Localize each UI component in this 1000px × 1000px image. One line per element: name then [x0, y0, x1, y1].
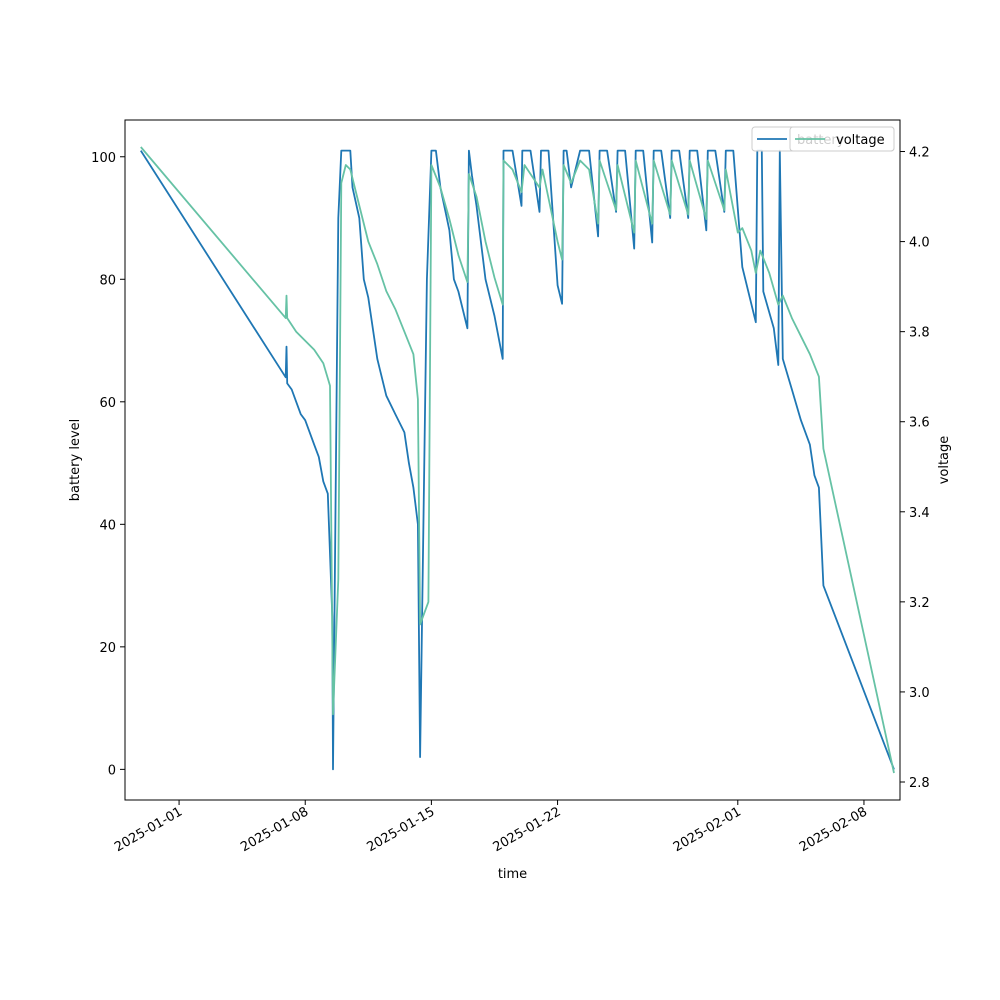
series-layer [140, 146, 895, 774]
y-right-tick-label: 4.2 [909, 146, 930, 161]
y-left-tick-label: 0 [108, 763, 116, 778]
y-axis-left: 0 20 40 60 80 100 [91, 151, 125, 778]
y-left-tick-label: 60 [99, 396, 116, 411]
y-axis-label-right: voltage [937, 436, 952, 485]
y-right-tick-label: 3.0 [909, 686, 930, 701]
y-right-tick-label: 2.8 [909, 776, 930, 791]
y-axis-right: 2.8 3.0 3.2 3.4 3.6 3.8 4.0 4.2 [900, 146, 930, 791]
y-right-tick-label: 3.8 [909, 326, 930, 341]
y-right-tick-label: 3.6 [909, 416, 930, 431]
legend-box-voltage [789, 126, 895, 152]
plot-frame [124, 119, 901, 801]
y-left-tick-label: 40 [99, 518, 116, 533]
y-right-tick-label: 4.0 [909, 236, 930, 251]
y-right-tick-label: 3.2 [909, 596, 930, 611]
series-line-voltage [140, 146, 895, 774]
y-left-tick-label: 20 [99, 641, 116, 656]
y-left-tick-label: 80 [99, 273, 116, 288]
y-right-tick-label: 3.4 [909, 506, 930, 521]
legend: batteryvoltage [751, 126, 895, 152]
x-axis-label: time [498, 867, 527, 882]
y-axis-label-left: battery level [68, 419, 83, 502]
legend-label-voltage: voltage [836, 133, 885, 148]
y-left-tick-label: 100 [91, 151, 116, 166]
